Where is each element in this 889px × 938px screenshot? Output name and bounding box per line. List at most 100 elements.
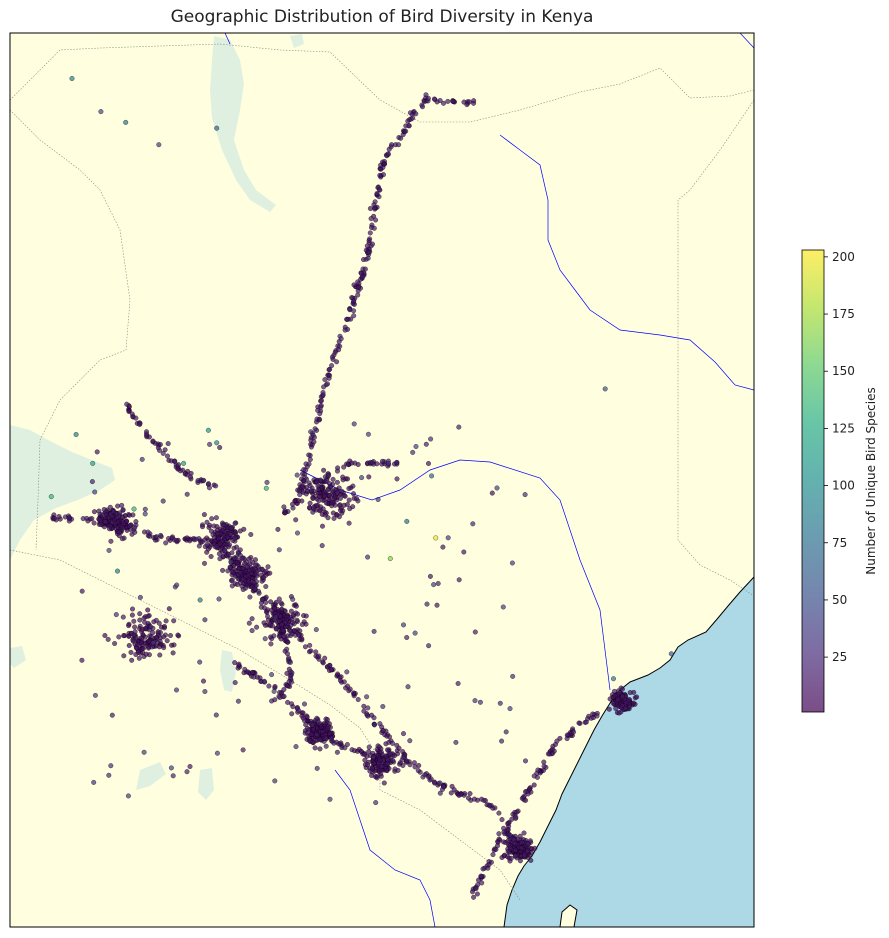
scatter-points	[48, 76, 674, 900]
observation-point	[281, 504, 287, 510]
observation-point	[258, 572, 264, 578]
observation-point	[324, 478, 330, 484]
observation-point	[318, 404, 324, 410]
observation-point	[453, 739, 459, 745]
observation-point	[150, 438, 156, 444]
observation-point	[153, 634, 159, 640]
observation-point	[361, 703, 367, 709]
observation-point	[202, 560, 207, 566]
observation-point	[576, 720, 582, 726]
observation-point	[91, 779, 97, 785]
observation-point	[338, 674, 344, 680]
observation-point	[526, 786, 532, 792]
observation-point	[269, 672, 275, 678]
observation-point	[370, 241, 375, 247]
observation-point	[119, 536, 125, 542]
colorbar-gradient	[802, 250, 824, 712]
observation-point	[202, 689, 208, 694]
observation-point	[338, 336, 344, 342]
observation-point	[372, 205, 378, 211]
observation-point	[286, 679, 292, 684]
observation-point	[335, 468, 340, 474]
observation-point	[293, 603, 299, 609]
observation-point	[323, 743, 329, 749]
observation-point	[411, 760, 417, 766]
observation-point	[246, 556, 252, 562]
observation-point	[420, 104, 425, 110]
observation-point	[404, 635, 410, 640]
observation-point	[128, 649, 134, 655]
observation-point	[273, 599, 279, 605]
observation-point	[79, 657, 85, 663]
observation-point	[434, 602, 440, 608]
observation-point	[187, 538, 193, 544]
observation-point	[501, 839, 507, 845]
observation-point	[519, 845, 525, 851]
observation-point	[322, 377, 328, 383]
observation-point	[134, 645, 139, 651]
map-frame	[9, 32, 755, 928]
observation-point	[513, 847, 518, 853]
observation-point	[111, 509, 116, 515]
observation-point	[351, 690, 357, 696]
observation-point	[616, 710, 622, 716]
observation-point	[327, 373, 333, 378]
observation-point	[262, 636, 268, 642]
high-diversity-point	[90, 460, 96, 466]
observation-point	[398, 135, 404, 141]
observation-point	[295, 487, 301, 493]
observation-point	[328, 667, 334, 673]
observation-point	[441, 100, 446, 106]
observation-point	[206, 485, 212, 491]
observation-point	[355, 285, 361, 291]
observation-point	[138, 640, 144, 646]
observation-point	[456, 577, 462, 583]
observation-point	[307, 505, 312, 510]
observation-point	[245, 579, 251, 585]
observation-point	[494, 485, 500, 491]
observation-point	[423, 441, 429, 447]
observation-point	[282, 510, 288, 516]
observation-point	[163, 540, 169, 546]
observation-point	[317, 746, 323, 752]
observation-point	[359, 274, 365, 280]
observation-point	[157, 638, 163, 644]
observation-point	[307, 500, 313, 506]
observation-point	[571, 729, 577, 735]
observation-point	[337, 503, 343, 509]
observation-point	[521, 852, 527, 858]
observation-point	[213, 515, 219, 521]
observation-point	[115, 503, 121, 509]
lake-victoria	[10, 425, 115, 560]
observation-point	[334, 749, 340, 755]
observation-point	[510, 673, 516, 679]
observation-point	[148, 624, 154, 630]
observation-point	[445, 535, 451, 541]
observation-point	[379, 763, 384, 769]
high-diversity-point	[387, 556, 393, 562]
observation-point	[381, 161, 387, 167]
observation-point	[161, 645, 167, 651]
colorbar-tick-label: 125	[832, 421, 855, 435]
high-diversity-point	[181, 460, 187, 466]
observation-point	[174, 687, 179, 693]
observation-point	[315, 483, 321, 489]
observation-point	[129, 657, 135, 663]
observation-point	[289, 670, 295, 676]
observation-point	[362, 266, 368, 272]
observation-point	[131, 632, 137, 638]
observation-point	[345, 476, 350, 482]
observation-point	[365, 554, 371, 560]
observation-point	[236, 661, 242, 667]
observation-point	[170, 650, 176, 656]
observation-point	[448, 790, 454, 796]
observation-point	[282, 634, 288, 640]
observation-point	[489, 490, 495, 496]
observation-point	[312, 745, 318, 751]
observation-point	[120, 614, 126, 620]
ocean	[503, 576, 754, 927]
observation-point	[380, 704, 386, 709]
observation-point	[156, 644, 162, 650]
observation-point	[541, 763, 547, 769]
observation-point	[299, 622, 305, 627]
